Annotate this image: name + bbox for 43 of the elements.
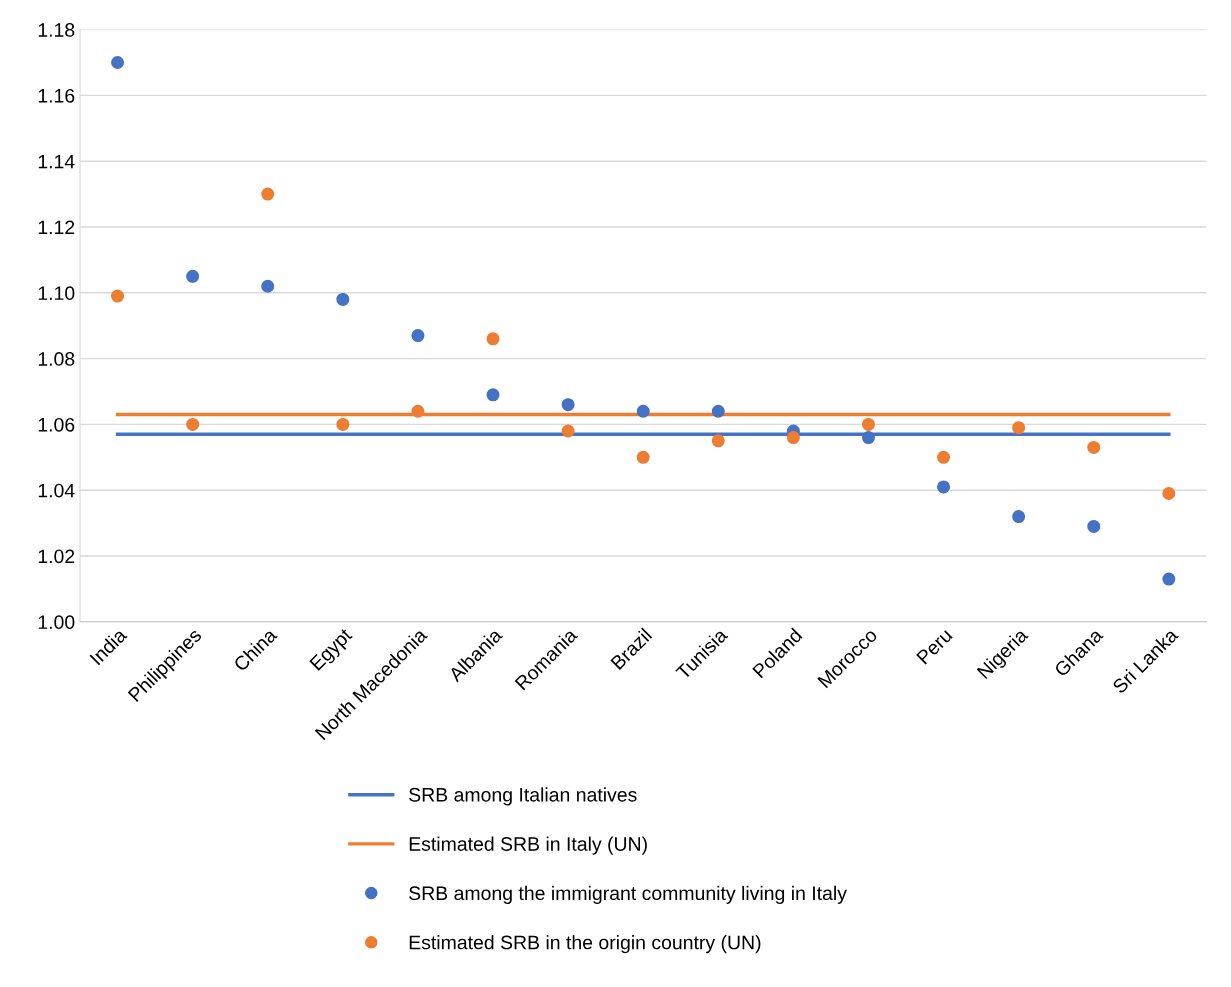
point [711, 434, 725, 448]
point [561, 398, 575, 412]
point [1012, 510, 1026, 524]
point [261, 279, 275, 293]
y-tick-label: 1.16 [38, 88, 75, 103]
legend-label: SRB among the immigrant community living in Italy [409, 885, 847, 904]
legend-label: Estimated SRB in Italy (UN) [409, 836, 647, 855]
point [786, 431, 800, 445]
y-tick-label: 1.14 [38, 154, 75, 169]
point [561, 424, 575, 438]
point [336, 292, 350, 306]
legend-label: Estimated SRB in the origin country (UN) [409, 935, 761, 954]
point [411, 329, 425, 343]
y-tick-label: 1.08 [38, 352, 75, 366]
point [1087, 440, 1101, 454]
point [186, 269, 200, 283]
point [1162, 572, 1176, 586]
point [486, 388, 500, 402]
y-tick-label: 1.02 [38, 549, 75, 564]
point [1012, 421, 1026, 435]
point [636, 450, 650, 464]
point [186, 417, 200, 431]
point [861, 417, 875, 431]
y-tick-label: 1.06 [38, 417, 75, 432]
point [1162, 486, 1176, 501]
y-tick-label: 1.10 [38, 286, 75, 301]
point [711, 404, 725, 418]
point [937, 480, 951, 494]
point [636, 404, 650, 418]
y-tick-label: 1.12 [38, 220, 75, 235]
point [336, 417, 350, 431]
point [111, 289, 125, 303]
point [937, 450, 951, 464]
point [1087, 519, 1101, 533]
y-tick-label: 1.04 [38, 483, 75, 498]
point [261, 187, 275, 201]
point [486, 332, 500, 346]
y-tick-label: 1.18 [38, 23, 75, 37]
point [411, 404, 425, 418]
point [861, 431, 875, 445]
y-tick-label: 1.00 [38, 615, 75, 630]
point [111, 56, 125, 70]
legend-label: SRB among Italian natives [409, 787, 637, 806]
